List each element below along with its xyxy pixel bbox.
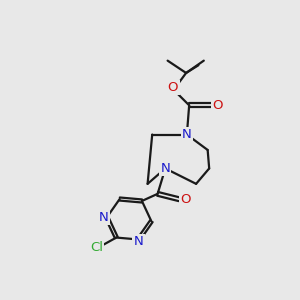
Text: O: O — [168, 81, 178, 94]
Text: N: N — [99, 211, 109, 224]
Text: N: N — [182, 128, 192, 141]
Text: O: O — [180, 193, 190, 206]
Text: Cl: Cl — [90, 241, 103, 254]
Text: N: N — [160, 162, 170, 175]
Text: N: N — [134, 235, 143, 248]
Text: O: O — [212, 99, 223, 112]
